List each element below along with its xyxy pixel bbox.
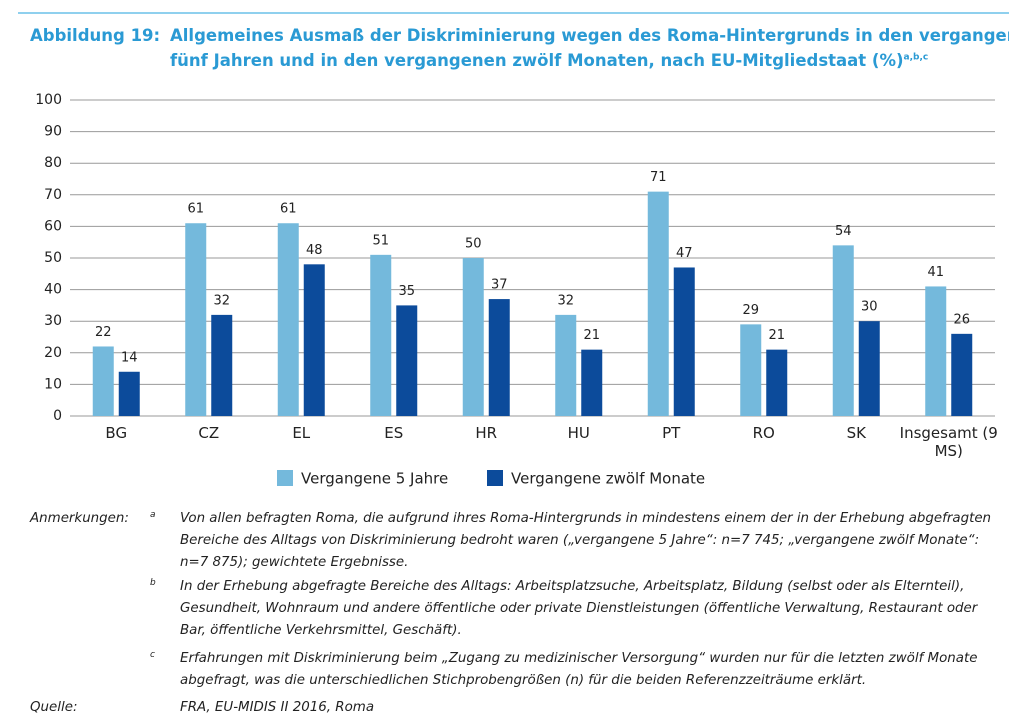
bar <box>555 314 577 416</box>
note-marker: a <box>150 510 156 520</box>
data-label: 37 <box>491 278 508 293</box>
bar <box>303 264 325 416</box>
note-text: Von allen befragten Roma, die aufgrund i… <box>180 511 992 570</box>
y-tick-label: 90 <box>44 124 62 140</box>
x-tick-label: PT <box>662 424 681 442</box>
legend-label: Vergangene zwölf Monate <box>511 470 705 488</box>
figure-label: Abbildung 19: <box>30 26 161 45</box>
source-label: Quelle: <box>30 700 78 715</box>
y-tick-label: 30 <box>44 313 62 329</box>
y-tick-label: 70 <box>44 187 62 203</box>
data-label: 21 <box>583 328 600 343</box>
data-label: 32 <box>213 293 230 308</box>
data-label: 71 <box>650 170 667 185</box>
data-label: 26 <box>953 312 970 327</box>
x-tick-label: EL <box>292 424 311 442</box>
notes-label: Anmerkungen: <box>30 511 129 526</box>
x-tick-label: RO <box>752 424 775 442</box>
data-label: 32 <box>557 293 574 308</box>
y-tick-label: 60 <box>44 218 62 234</box>
bar <box>370 254 392 416</box>
data-label: 47 <box>676 246 693 261</box>
bar <box>951 333 973 416</box>
data-label: 30 <box>861 300 878 315</box>
data-label: 41 <box>927 265 944 280</box>
bar <box>766 349 788 416</box>
bar <box>462 258 484 416</box>
data-label: 22 <box>95 325 112 340</box>
bar <box>740 324 762 416</box>
x-tick-label: Insgesamt (9 MS) <box>899 424 998 460</box>
y-tick-label: 100 <box>35 92 62 108</box>
y-tick-label: 0 <box>53 408 62 424</box>
bar <box>673 267 695 416</box>
x-tick-label: ES <box>384 424 404 442</box>
x-tick-label: HU <box>567 424 590 442</box>
note-marker: b <box>150 578 156 588</box>
x-tick-label: HR <box>475 424 498 442</box>
title-line-2: fünf Jahren und in den vergangenen zwölf… <box>170 51 928 70</box>
y-tick-label: 50 <box>44 250 62 266</box>
data-label: 48 <box>306 243 323 258</box>
bar <box>211 314 233 416</box>
bar <box>832 245 854 416</box>
x-tick-label: SK <box>846 424 866 442</box>
source-text: FRA, EU-MIDIS II 2016, Roma <box>180 700 375 715</box>
bar <box>118 371 140 416</box>
y-tick-label: 20 <box>44 345 62 361</box>
bar <box>185 223 207 416</box>
bar <box>92 346 114 416</box>
x-tick-label: CZ <box>198 424 220 442</box>
data-label: 51 <box>372 233 389 248</box>
top-rule <box>18 12 1009 14</box>
legend-label: Vergangene 5 Jahre <box>301 470 448 488</box>
title-line: Allgemeines Ausmaß der Diskriminierung w… <box>170 26 1009 45</box>
bar <box>647 191 669 416</box>
legend-swatch <box>277 470 293 486</box>
data-label: 61 <box>187 202 204 217</box>
note-text: Erfahrungen mit Diskriminierung beim „Zu… <box>180 651 978 688</box>
bar <box>488 299 510 416</box>
title-superscript: a,b,c <box>903 52 929 63</box>
note-text: In der Erhebung abgefragte Bereiche des … <box>180 579 978 638</box>
title-text: fünf Jahren und in den vergangenen zwölf… <box>170 51 904 70</box>
data-label: 50 <box>465 237 482 252</box>
data-label: 14 <box>121 350 138 365</box>
data-label: 54 <box>835 224 852 239</box>
y-tick-label: 40 <box>44 282 62 298</box>
note-marker: c <box>150 650 155 660</box>
legend-swatch <box>487 470 503 486</box>
y-tick-label: 10 <box>44 376 62 392</box>
bar <box>396 305 418 416</box>
bar <box>925 286 947 416</box>
data-label: 21 <box>768 328 785 343</box>
x-tick-label: BG <box>105 424 128 442</box>
data-label: 61 <box>280 202 297 217</box>
bar <box>277 223 299 416</box>
bar <box>581 349 603 416</box>
y-tick-label: 80 <box>44 155 62 171</box>
data-label: 35 <box>398 284 415 299</box>
data-label: 29 <box>742 303 759 318</box>
chart: 0 10 20 30 40 50 60 70 80 90 100 22 14 61 32 61 48 51 35 50… <box>35 92 995 488</box>
bar <box>858 321 880 416</box>
